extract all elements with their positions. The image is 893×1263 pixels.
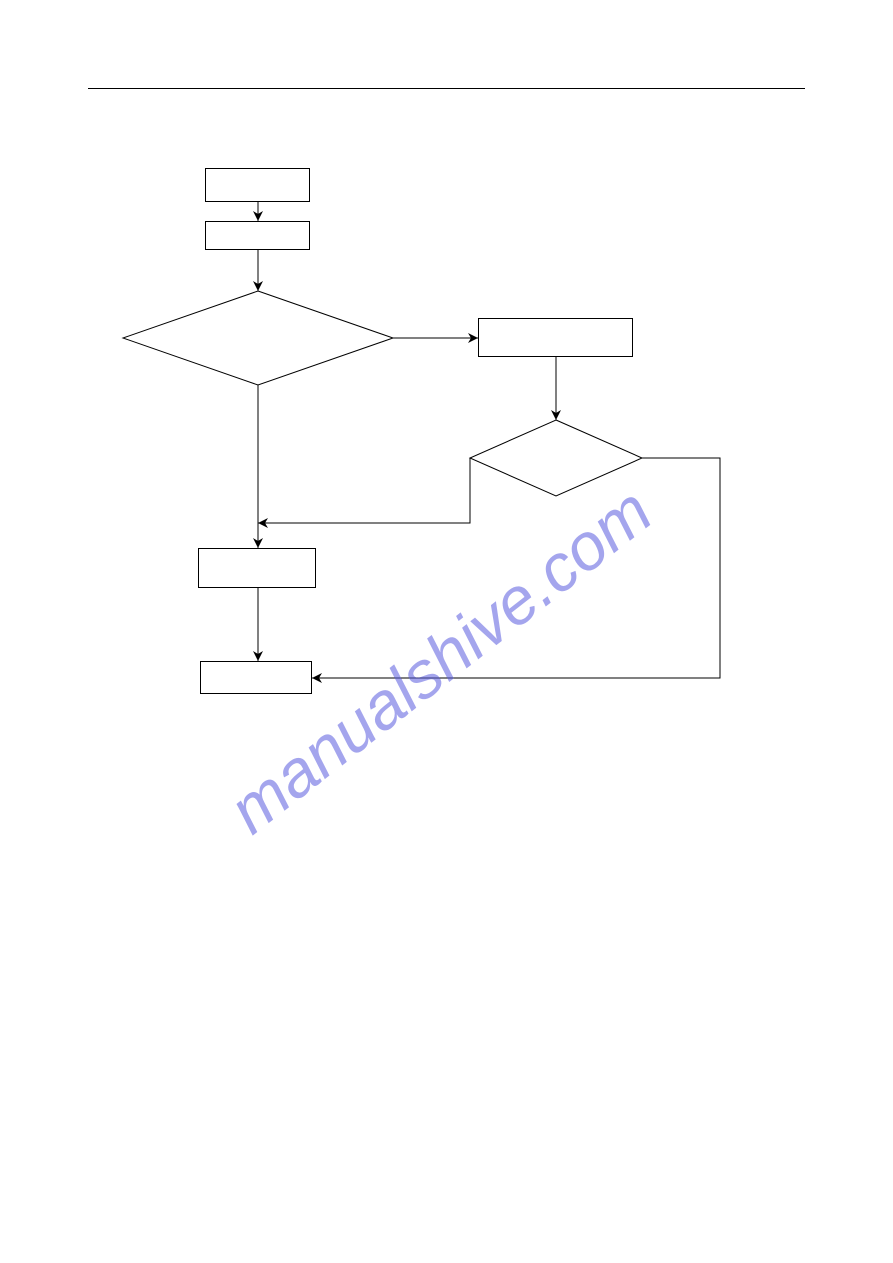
flow-node-n5 (470, 420, 642, 496)
flow-node-n1 (205, 168, 310, 202)
header-rule (88, 88, 805, 89)
flow-edge-7 (312, 458, 720, 678)
flow-node-n3 (123, 291, 393, 385)
flow-edge-4 (258, 458, 470, 523)
edge-group (258, 202, 720, 678)
flow-svg-overlay (0, 0, 893, 1263)
page-stage: manualshive.com (0, 0, 893, 1263)
flow-node-n4 (478, 318, 633, 357)
flow-node-n2 (205, 221, 310, 250)
flow-node-n7 (200, 661, 312, 694)
flow-node-n6 (198, 548, 316, 588)
watermark-text: manualshive.com (214, 472, 665, 848)
